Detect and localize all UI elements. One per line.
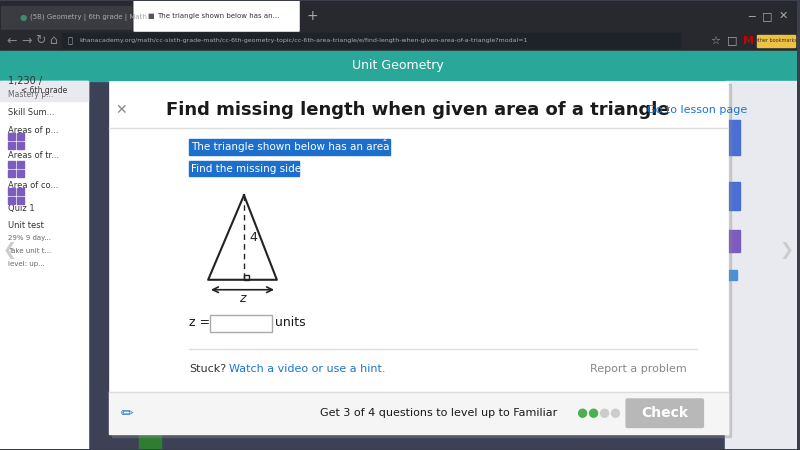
Text: ←: ← xyxy=(6,34,18,47)
Bar xyxy=(725,81,797,449)
Text: ✕: ✕ xyxy=(778,11,787,21)
Bar xyxy=(17,170,24,177)
Text: Take unit t...: Take unit t... xyxy=(8,248,51,254)
Text: Areas of tr...: Areas of tr... xyxy=(8,151,59,160)
Text: Stuck?: Stuck? xyxy=(190,364,226,374)
Bar xyxy=(0,51,797,449)
Text: Quiz 1: Quiz 1 xyxy=(8,203,34,212)
Text: Areas of p...: Areas of p... xyxy=(8,126,58,135)
Text: ☆: ☆ xyxy=(710,36,720,46)
Bar xyxy=(8,133,15,140)
Bar xyxy=(725,230,740,252)
Text: ❯: ❯ xyxy=(780,241,794,259)
FancyBboxPatch shape xyxy=(134,0,300,32)
Bar xyxy=(725,270,737,280)
FancyBboxPatch shape xyxy=(1,6,133,30)
Text: Skill Sum...: Skill Sum... xyxy=(8,108,54,117)
Bar xyxy=(757,35,794,47)
Point xyxy=(104,390,114,395)
Text: Find missing length when given area of a triangle: Find missing length when given area of a… xyxy=(166,101,670,119)
Point xyxy=(723,390,733,395)
Bar xyxy=(725,121,740,155)
Bar xyxy=(8,170,15,177)
Bar xyxy=(109,392,728,434)
Text: 1,230 /: 1,230 / xyxy=(8,76,42,86)
Point xyxy=(723,126,733,131)
Point xyxy=(104,126,114,131)
Text: Unit test: Unit test xyxy=(8,220,44,230)
Text: 🔒: 🔒 xyxy=(68,36,73,45)
Text: ⌂: ⌂ xyxy=(49,34,57,47)
Bar xyxy=(0,31,797,51)
Text: ●: ● xyxy=(20,14,27,22)
FancyBboxPatch shape xyxy=(210,315,272,332)
Text: 29% 9 day...: 29% 9 day... xyxy=(8,235,51,241)
Bar xyxy=(17,188,24,195)
Text: ─: ─ xyxy=(749,11,755,21)
Text: 4: 4 xyxy=(249,231,257,244)
Text: < 6th grade: < 6th grade xyxy=(21,86,67,95)
Text: □: □ xyxy=(762,11,772,21)
Bar xyxy=(0,81,88,100)
Text: +: + xyxy=(306,9,318,23)
Text: Find the missing side.: Find the missing side. xyxy=(191,164,305,174)
Text: Check: Check xyxy=(641,406,688,420)
Bar xyxy=(244,275,249,280)
Bar xyxy=(0,81,88,449)
Text: Get 3 of 4 questions to level up to Familiar: Get 3 of 4 questions to level up to Fami… xyxy=(319,408,557,418)
Bar xyxy=(8,161,15,168)
Text: 2: 2 xyxy=(382,136,387,142)
Text: ✕: ✕ xyxy=(116,104,127,117)
Circle shape xyxy=(590,409,598,417)
Text: Unit Geometry: Unit Geometry xyxy=(353,59,444,72)
Text: khanacademy.org/math/cc-sixth-grade-math/cc-6th-geometry-topic/cc-6th-area-trian: khanacademy.org/math/cc-sixth-grade-math… xyxy=(80,38,528,43)
Bar xyxy=(109,81,728,434)
Bar xyxy=(17,133,24,140)
Bar xyxy=(8,197,15,204)
Circle shape xyxy=(578,409,586,417)
Text: level: up...: level: up... xyxy=(8,261,45,267)
Bar xyxy=(190,140,390,155)
Text: ↻: ↻ xyxy=(34,34,45,47)
Bar xyxy=(8,142,15,149)
Text: z: z xyxy=(239,292,246,305)
Bar xyxy=(8,188,15,195)
Text: □: □ xyxy=(726,36,738,46)
Text: M: M xyxy=(743,36,754,46)
Text: Go to lesson page: Go to lesson page xyxy=(647,105,747,116)
Bar xyxy=(0,51,797,81)
Text: ■: ■ xyxy=(147,13,154,19)
FancyBboxPatch shape xyxy=(62,33,682,49)
Bar xyxy=(190,161,298,176)
Text: Area of co...: Area of co... xyxy=(8,180,58,189)
Bar xyxy=(17,142,24,149)
Text: The triangle shown below has an...: The triangle shown below has an... xyxy=(158,13,280,19)
Circle shape xyxy=(601,409,609,417)
Bar xyxy=(725,182,740,210)
Text: The triangle shown below has an area of 4 units: The triangle shown below has an area of … xyxy=(191,142,442,152)
Text: Other bookmarks: Other bookmarks xyxy=(754,38,798,43)
Bar xyxy=(17,197,24,204)
Bar xyxy=(139,429,162,449)
Text: Watch a video or use a hint.: Watch a video or use a hint. xyxy=(229,364,386,374)
Text: ❮: ❮ xyxy=(3,241,17,259)
Text: units: units xyxy=(275,316,306,329)
Bar xyxy=(0,1,797,31)
Text: →: → xyxy=(22,34,32,47)
Point xyxy=(692,347,702,352)
Text: z =: z = xyxy=(190,316,210,329)
Bar xyxy=(17,161,24,168)
Text: Mastery p...: Mastery p... xyxy=(8,90,54,99)
Point xyxy=(185,347,194,352)
Text: ✏: ✏ xyxy=(121,406,134,421)
Circle shape xyxy=(611,409,619,417)
FancyBboxPatch shape xyxy=(626,398,704,428)
Text: (5B) Geometry | 6th grade | Math: (5B) Geometry | 6th grade | Math xyxy=(30,14,146,21)
Bar xyxy=(111,84,731,437)
Text: Report a problem: Report a problem xyxy=(590,364,687,374)
